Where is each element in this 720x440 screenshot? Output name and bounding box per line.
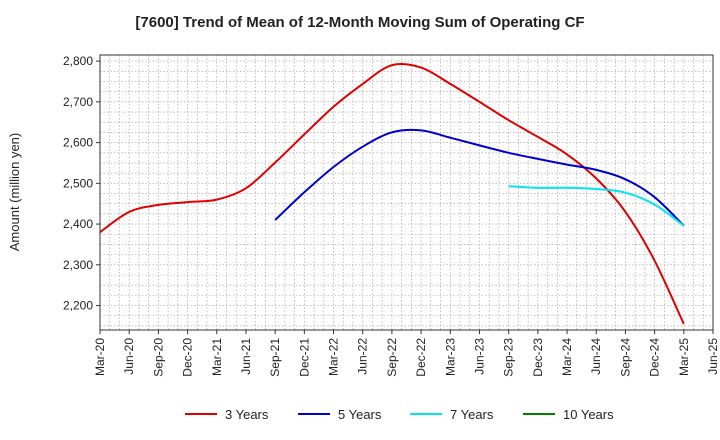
x-tick-label: Sep-23 bbox=[502, 338, 516, 377]
x-tick-label: Dec-24 bbox=[648, 338, 662, 377]
series-layer bbox=[99, 62, 685, 325]
x-tick-label: Mar-22 bbox=[327, 338, 341, 376]
x-tick-label: Mar-23 bbox=[443, 338, 457, 376]
legend-label-10-years: 10 Years bbox=[563, 407, 614, 422]
legend-label-7-years: 7 Years bbox=[450, 407, 494, 422]
x-tick-label: Sep-20 bbox=[151, 338, 165, 377]
y-tick-label: 2,600 bbox=[63, 136, 93, 150]
x-tick-label: Dec-21 bbox=[297, 338, 311, 377]
series-line-5-years bbox=[274, 128, 685, 227]
x-tick-label: Mar-24 bbox=[560, 338, 574, 376]
legend: 3 Years 5 Years 7 Years 10 Years bbox=[185, 407, 614, 422]
x-tick-label: Jun-21 bbox=[239, 338, 253, 375]
x-tick-label: Jun-23 bbox=[472, 338, 486, 375]
x-tick-label: Jun-24 bbox=[589, 338, 603, 375]
y-tick-label: 2,300 bbox=[63, 258, 93, 272]
x-tick-label: Dec-23 bbox=[531, 338, 545, 377]
x-tick-label: Mar-25 bbox=[677, 338, 691, 376]
x-tick-label: Mar-21 bbox=[210, 338, 224, 376]
x-tick-label: Sep-22 bbox=[385, 338, 399, 377]
x-tick-label: Jun-22 bbox=[356, 338, 370, 375]
x-tick-label: Mar-20 bbox=[93, 338, 107, 376]
x-tick-label: Sep-24 bbox=[618, 338, 632, 377]
series-line-7-years bbox=[508, 185, 685, 227]
x-tick-label: Jun-20 bbox=[122, 338, 136, 375]
y-tick-label: 2,400 bbox=[63, 217, 93, 231]
y-ticks: 2,200 2,300 2,400 2,500 2,600 2,700 2,800 bbox=[63, 54, 100, 313]
y-tick-label: 2,800 bbox=[63, 54, 93, 68]
x-tick-label: Dec-20 bbox=[181, 338, 195, 377]
series-line-3-years bbox=[99, 62, 685, 325]
y-tick-label: 2,200 bbox=[63, 299, 93, 313]
legend-label-5-years: 5 Years bbox=[338, 407, 382, 422]
x-ticks: Mar-20 Jun-20 Sep-20 Dec-20 Mar-21 Jun-21 Sep-… bbox=[93, 330, 720, 377]
chart-title: [7600] Trend of Mean of 12-Month Moving … bbox=[135, 14, 584, 31]
legend-label-3-years: 3 Years bbox=[225, 407, 269, 422]
y-axis-label: Amount (million yen) bbox=[7, 133, 22, 252]
plot-frame bbox=[99, 54, 714, 331]
x-tick-label: Dec-22 bbox=[414, 338, 428, 377]
y-tick-label: 2,500 bbox=[63, 176, 93, 190]
x-tick-label: Jun-25 bbox=[706, 338, 720, 375]
y-tick-label: 2,700 bbox=[63, 95, 93, 109]
x-tick-label: Sep-21 bbox=[268, 338, 282, 377]
